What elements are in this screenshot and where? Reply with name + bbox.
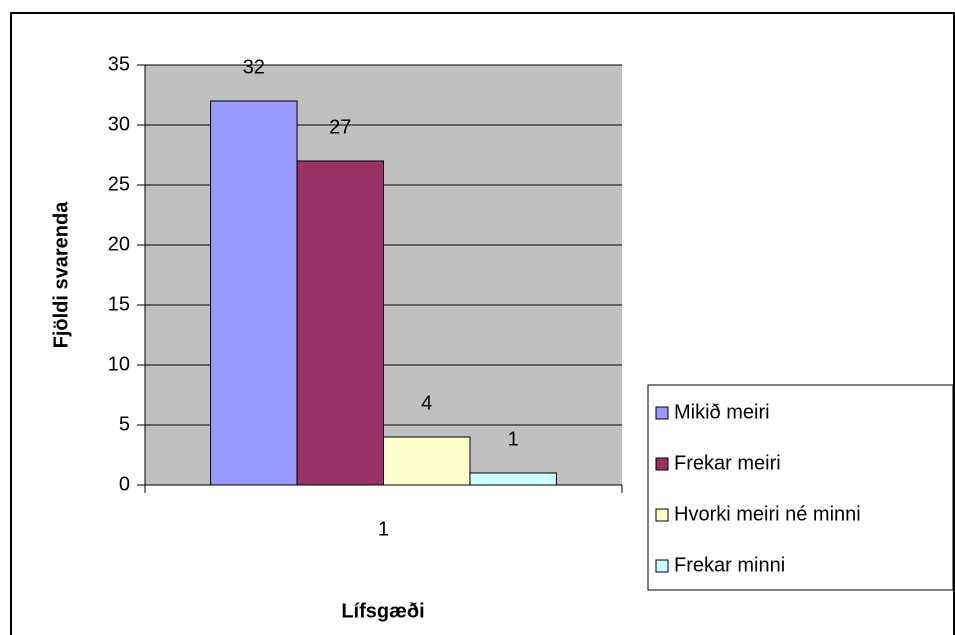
y-tick-label: 30 bbox=[108, 113, 130, 135]
y-tick-label: 15 bbox=[108, 293, 130, 315]
y-tick-label: 20 bbox=[108, 233, 130, 255]
y-tick-label: 35 bbox=[108, 53, 130, 75]
data-label: 1 bbox=[508, 428, 519, 450]
bar bbox=[210, 100, 298, 486]
y-tick-label: 0 bbox=[119, 473, 130, 495]
y-tick-label: 10 bbox=[108, 353, 130, 375]
y-tick-label: 25 bbox=[108, 173, 130, 195]
legend-label: Hvorki meiri né minni bbox=[674, 503, 861, 525]
x-tick-label: 1 bbox=[378, 518, 389, 540]
legend-label: Mikið meiri bbox=[674, 401, 770, 423]
data-label: 27 bbox=[329, 116, 351, 138]
legend-swatch bbox=[655, 508, 669, 522]
data-label: 32 bbox=[243, 56, 265, 78]
y-axis-label: Fjöldi svarenda bbox=[50, 201, 72, 349]
legend bbox=[647, 384, 954, 591]
bar bbox=[383, 436, 471, 486]
data-label: 4 bbox=[421, 392, 432, 414]
bar bbox=[296, 160, 385, 486]
legend-label: Frekar minni bbox=[674, 554, 785, 576]
legend-label: Frekar meiri bbox=[674, 452, 781, 474]
legend-swatch bbox=[655, 559, 669, 573]
legend-swatch bbox=[655, 457, 669, 471]
legend-swatch bbox=[655, 406, 669, 420]
x-axis-label: Lífsgæði bbox=[341, 600, 424, 622]
y-tick-label: 5 bbox=[119, 413, 130, 435]
bar bbox=[469, 472, 557, 486]
